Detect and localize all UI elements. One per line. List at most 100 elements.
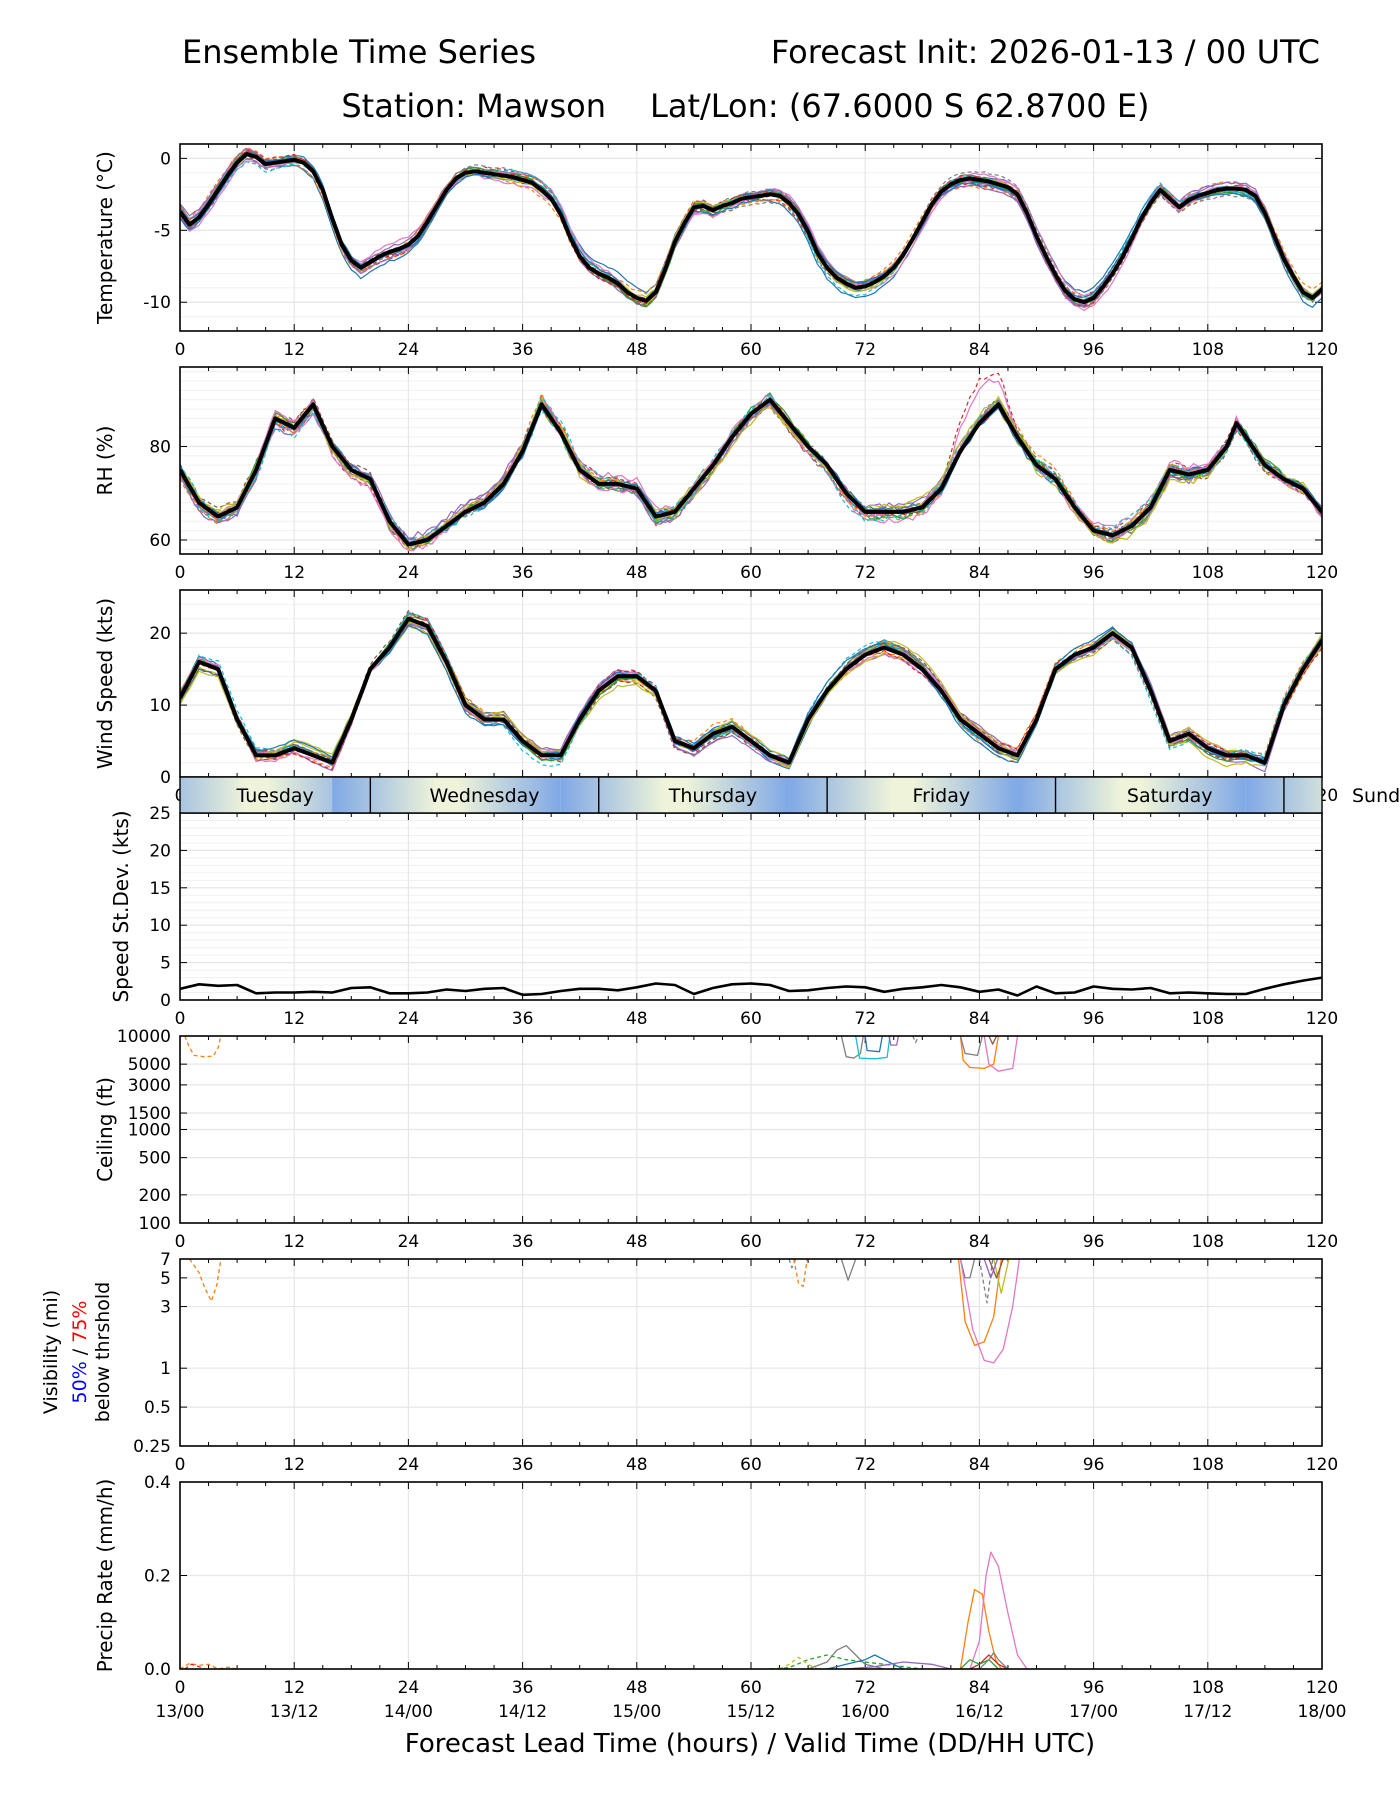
valid-time-label: 16/00 (841, 1702, 890, 1722)
sd-y-tick-label: 20 (149, 841, 171, 861)
precip-member-line (969, 1551, 1028, 1669)
rh-x-tick-label: 48 (626, 563, 648, 583)
rh-x-tick-label: 24 (398, 563, 420, 583)
vis-member-line (988, 1259, 1004, 1279)
sd-x-tick-label: 60 (740, 1009, 762, 1029)
rh-x-tick-label: 120 (1306, 563, 1338, 583)
precip-x-tick-label: 24 (398, 1678, 420, 1698)
ceil-y-tick-label: 500 (139, 1149, 171, 1169)
ceil-y-tick-label: 10000 (117, 1027, 171, 1047)
vis-member-line (959, 1259, 1021, 1364)
vis-member-line (188, 1259, 222, 1302)
temp-x-tick-label: 120 (1306, 340, 1338, 360)
ceil-member-line (864, 1036, 883, 1053)
valid-time-label: 15/00 (612, 1702, 661, 1722)
ceil-x-tick-label: 72 (854, 1232, 876, 1252)
precip-x-tick-label: 36 (512, 1678, 534, 1698)
ceil-x-tick-label: 120 (1306, 1232, 1338, 1252)
vis-x-tick-label: 96 (1083, 1455, 1105, 1475)
precip-member-line (959, 1588, 1002, 1669)
vis-x-tick-label: 60 (740, 1455, 762, 1475)
vis-x-tick-label: 120 (1306, 1455, 1338, 1475)
precip-x-tick-label: 120 (1306, 1678, 1338, 1698)
ceil-series-group (184, 1036, 1019, 1072)
sd-x-tick-label: 120 (1306, 1009, 1338, 1029)
ceil-x-tick-label: 84 (969, 1232, 991, 1252)
ceil-x-tick-label: 108 (1192, 1232, 1224, 1252)
day-strip-frame (179, 776, 1323, 814)
sd-stdev-line (180, 976, 1322, 997)
day-label-sunday: Sunday (1352, 785, 1400, 807)
vis-50-label: 50% (69, 1361, 91, 1403)
wind-y-tick-label: 10 (149, 696, 171, 716)
precip-member-line (978, 1651, 1009, 1669)
precip-y-axis-label: Precip Rate (mm/h) (93, 1479, 117, 1673)
wind-ensemble-mean-line (180, 616, 1322, 765)
precip-member-line (959, 1659, 999, 1669)
precip-series-group (180, 1551, 1028, 1669)
wind-y-tick-label: 20 (149, 624, 171, 644)
precip-x-tick-label: 96 (1083, 1678, 1105, 1698)
sd-y-tick-label: 10 (149, 916, 171, 936)
temp-x-tick-label: 60 (740, 340, 762, 360)
day-label-saturday: Saturday (1127, 785, 1213, 807)
vis-y-tick-label: 5 (160, 1269, 171, 1289)
ceil-y-tick-label: 100 (139, 1214, 171, 1234)
ceil-member-line (855, 1036, 891, 1060)
sd-y-tick-label: 25 (149, 804, 171, 824)
vis-x-tick-label: 0 (175, 1455, 186, 1475)
rh-x-tick-label: 72 (854, 563, 876, 583)
temp-x-tick-label: 48 (626, 340, 648, 360)
vis-member-line (793, 1259, 808, 1287)
vis-x-tick-label: 84 (969, 1455, 991, 1475)
vis-y-tick-label: 7 (160, 1250, 171, 1270)
day-label-wednesday: Wednesday (430, 785, 540, 807)
vis-x-tick-label: 108 (1192, 1455, 1224, 1475)
precip-member-line (826, 1654, 904, 1669)
vis-member-line (957, 1259, 1002, 1347)
sd-x-tick-label: 24 (398, 1009, 420, 1029)
rh-x-tick-label: 84 (969, 563, 991, 583)
ceil-member-line (912, 1036, 920, 1044)
rh-member-line (180, 397, 1322, 543)
precip-y-tick-label: 0.4 (144, 1473, 171, 1493)
temp-y-axis-label: Temperature (°C) (93, 151, 117, 325)
sd-x-tick-label: 48 (626, 1009, 648, 1029)
ceil-y-tick-label: 5000 (128, 1055, 171, 1075)
wind-panel: 0102001224364860728496108120Wind Speed (… (93, 589, 1338, 806)
rh-x-tick-label: 60 (740, 563, 762, 583)
sd-x-tick-label: 72 (854, 1009, 876, 1029)
temp-x-tick-label: 36 (512, 340, 534, 360)
valid-time-label: 16/12 (955, 1702, 1004, 1722)
precip-x-tick-label: 60 (740, 1678, 762, 1698)
precip-member-line (807, 1644, 885, 1669)
temp-axes-frame (179, 143, 1323, 332)
sd-series-group (180, 976, 1322, 997)
wind-y-axis-label: Wind Speed (kts) (93, 598, 117, 769)
vis-member-line (978, 1259, 994, 1304)
valid-time-label: 13/12 (270, 1702, 319, 1722)
precip-axes-frame (179, 1481, 1323, 1670)
sd-x-tick-label: 108 (1192, 1009, 1224, 1029)
ceil-member-line (983, 1036, 1019, 1072)
ceil-member-line (988, 1036, 998, 1045)
temp-x-tick-label: 72 (854, 340, 876, 360)
vis-sep-label: / (69, 1343, 91, 1361)
ceil-x-tick-label: 48 (626, 1232, 648, 1252)
sd-y-axis-label: Speed St.Dev. (kts) (109, 810, 133, 1002)
precip-y-tick-label: 0.0 (144, 1660, 171, 1680)
ceil-x-tick-label: 24 (398, 1232, 420, 1252)
title-left: Ensemble Time Series (182, 33, 536, 71)
precip-panel: 0.0 0.2 0.4 0 12 24 36 48 60 72 84 96 108 120 Precip R… (93, 1473, 1338, 1698)
vis-x-tick-label: 36 (512, 1455, 534, 1475)
ceil-y-tick-label: 200 (139, 1186, 171, 1206)
precip-member-line (969, 1654, 1009, 1669)
rh-axes-frame (179, 366, 1323, 555)
day-band-friday (789, 777, 1018, 813)
ceil-member-line (959, 1036, 1000, 1070)
valid-time-label: 18/00 (1298, 1702, 1347, 1722)
rh-y-tick-label: 80 (149, 437, 171, 457)
rh-y-tick-label: 60 (149, 531, 171, 551)
vis-y-tick-label: 0.5 (144, 1398, 171, 1418)
